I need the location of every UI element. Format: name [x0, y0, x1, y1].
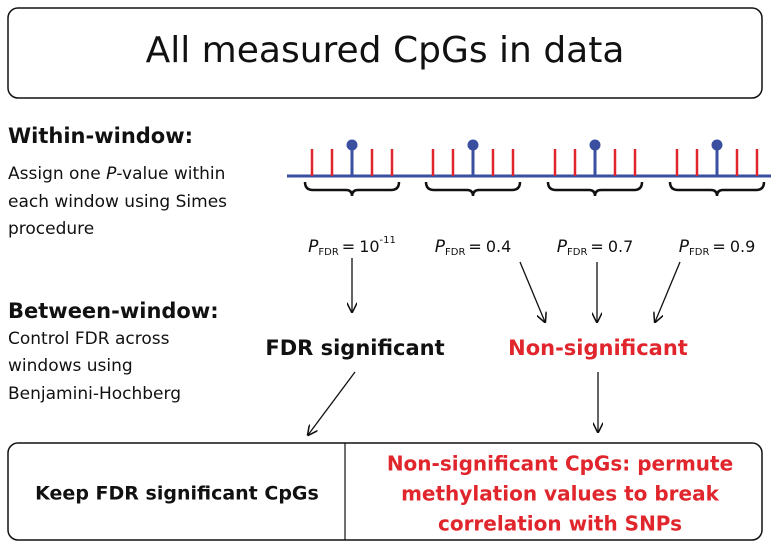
between-line: Benjamini-Hochberg — [8, 384, 181, 404]
p-subscript: FDR — [445, 247, 465, 258]
text: P — [106, 164, 117, 184]
brace — [546, 181, 644, 197]
p-subscript: FDR — [689, 247, 709, 258]
within-line: each window using Simes — [8, 192, 227, 212]
cpg-lead-dot — [589, 139, 601, 151]
p-value: 0.9 — [730, 237, 755, 256]
equals: = — [342, 237, 355, 256]
arrow — [308, 371, 356, 435]
permute-line: methylation values to break — [401, 482, 720, 506]
arrow — [655, 261, 681, 322]
p-value: 10 — [359, 237, 379, 256]
bottom-box — [7, 442, 763, 541]
arrows — [308, 258, 681, 435]
p-value-label: PFDR = 0.9 — [679, 237, 756, 259]
brace — [303, 181, 401, 197]
permute-line: correlation with SNPs — [438, 512, 682, 536]
non-significant-label: Non-significant — [508, 336, 688, 360]
p-value-label: PFDR = 0.7 — [557, 237, 634, 259]
equals: = — [590, 237, 603, 256]
brace — [424, 181, 522, 197]
between-line: Control FDR across — [8, 329, 170, 349]
p-exponent: -11 — [380, 235, 396, 246]
p-value-label: PFDR = 0.4 — [435, 237, 512, 259]
p-subscript: FDR — [567, 247, 587, 258]
equals: = — [468, 237, 481, 256]
p-subscript: FDR — [318, 247, 338, 258]
windows: PFDR = 10-11 PFDR = 0.4 PFDR = 0.7 PFDR = 0.9 — [303, 139, 766, 259]
p-symbol: P — [435, 237, 446, 257]
significant-label: FDR significant — [265, 336, 444, 360]
p-value-label: PFDR = 10-11 — [308, 235, 396, 258]
between-heading: Between-window: — [8, 299, 219, 323]
p-symbol: P — [557, 237, 568, 257]
title: All measured CpGs in data — [146, 30, 625, 71]
permute-line: Non-significant CpGs: permute — [387, 452, 733, 476]
cpg-lead-dot — [467, 139, 479, 151]
between-line: windows using — [8, 356, 133, 376]
keep-label: Keep FDR significant CpGs — [35, 483, 319, 505]
equals: = — [712, 237, 725, 256]
cpg-lead-dot — [711, 139, 723, 151]
brace — [668, 181, 766, 197]
p-symbol: P — [679, 237, 690, 257]
cpg-lead-dot — [346, 139, 358, 151]
within-heading: Within-window: — [8, 124, 193, 148]
p-value: 0.7 — [608, 237, 633, 256]
text: -value within — [116, 164, 225, 184]
title-box — [7, 7, 763, 99]
text: Assign one — [8, 164, 106, 184]
within-line: procedure — [8, 219, 94, 239]
p-value: 0.4 — [486, 237, 511, 256]
within-line: Assign one P-value within — [8, 164, 225, 184]
p-symbol: P — [308, 237, 319, 257]
arrow — [519, 261, 545, 322]
